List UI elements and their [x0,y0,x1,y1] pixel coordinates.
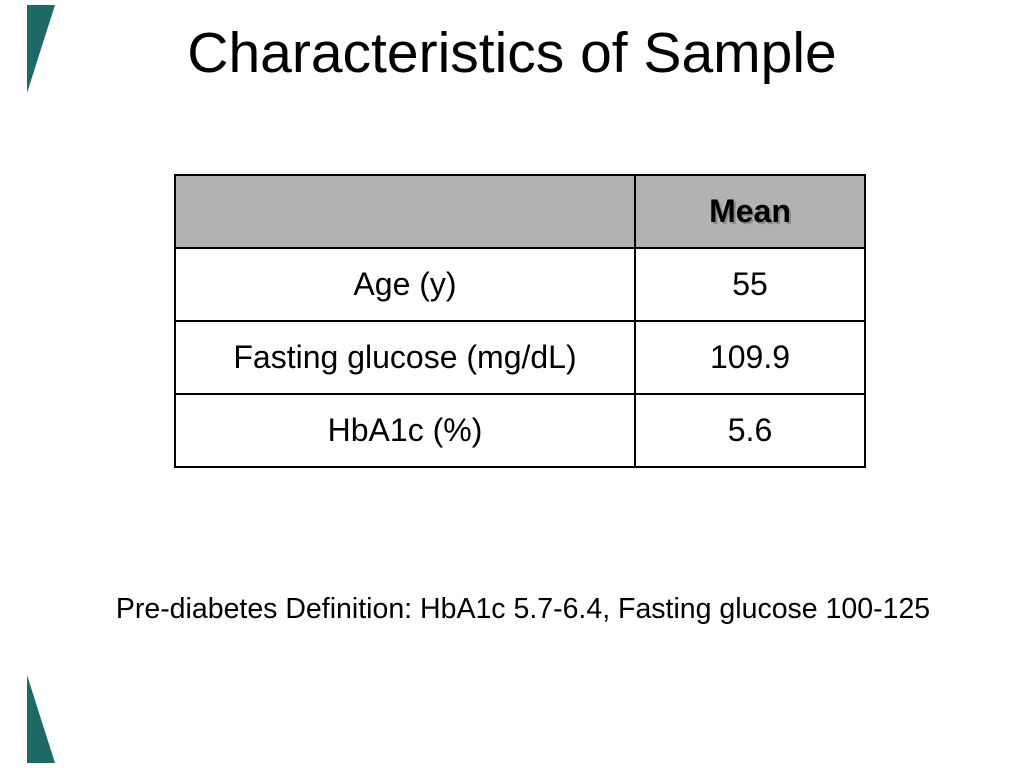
table-row: Age (y) 55 [174,247,866,322]
slide-title: Characteristics of Sample [187,21,837,85]
prediabetes-definition-footnote: Pre-diabetes Definition: HbA1c 5.7-6.4, … [115,593,931,625]
table-row: HbA1c (%) 5.6 [174,393,866,468]
row-label-cell: Age (y) [174,247,636,322]
row-label-cell: HbA1c (%) [174,393,636,468]
row-value-cell: 55 [634,247,866,322]
row-value-cell: 5.6 [634,393,866,468]
row-value-cell: 109.9 [634,320,866,395]
characteristics-table: Mean Age (y) 55 Fasting glucose (mg/dL) … [174,174,866,468]
table-row: Fasting glucose (mg/dL) 109.9 [174,320,866,395]
table-header-mean-cell: Mean [634,174,866,249]
table-header-empty-cell [174,174,636,249]
corner-ribbon-bottom-left-icon [27,675,55,763]
row-label-cell: Fasting glucose (mg/dL) [174,320,636,395]
table-header-row: Mean [174,174,866,249]
